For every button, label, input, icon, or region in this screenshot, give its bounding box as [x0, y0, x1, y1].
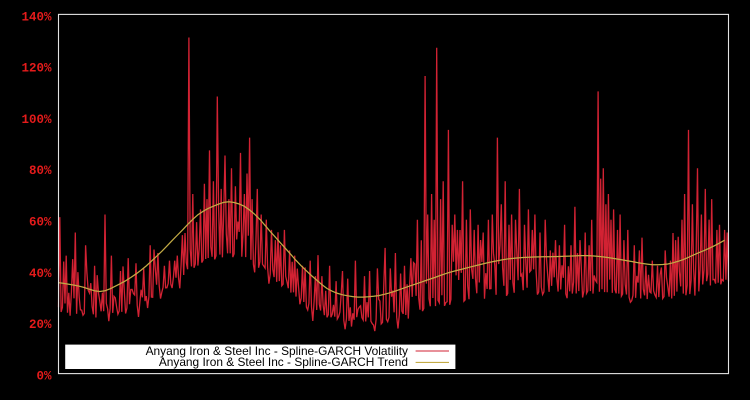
svg-text:40%: 40% [29, 267, 52, 281]
svg-text:80%: 80% [29, 164, 52, 178]
svg-text:Anyang Iron & Steel Inc - Spli: Anyang Iron & Steel Inc - Spline-GARCH T… [159, 355, 408, 369]
svg-text:120%: 120% [21, 62, 52, 76]
svg-text:Anyang Iron & Steel Inc - Spli: Anyang Iron & Steel Inc - Spline-GARCH V… [146, 344, 408, 358]
svg-text:0%: 0% [36, 370, 52, 384]
svg-text:100%: 100% [21, 113, 52, 127]
svg-text:140%: 140% [21, 10, 52, 24]
svg-text:60%: 60% [29, 216, 52, 230]
svg-text:20%: 20% [29, 318, 52, 332]
